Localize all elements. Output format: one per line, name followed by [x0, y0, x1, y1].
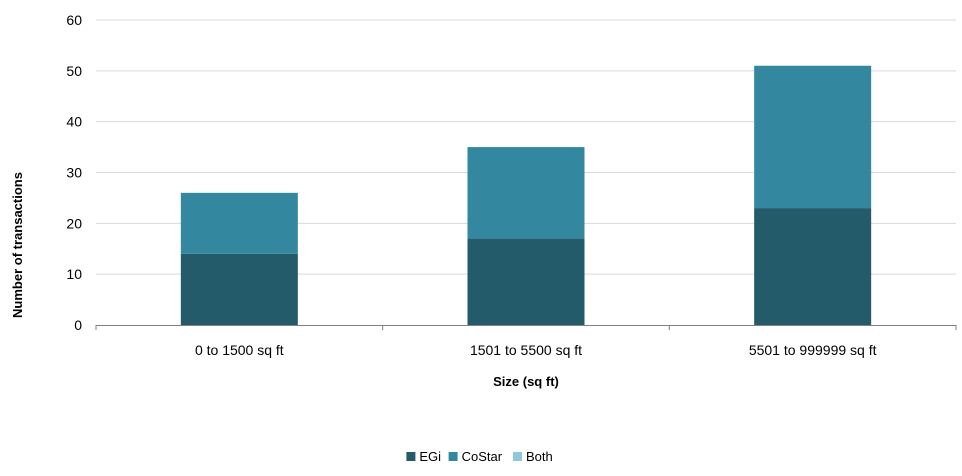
bar-segment-egi	[467, 238, 585, 325]
y-tick-label: 40	[66, 114, 82, 130]
x-tick-label: 1501 to 5500 sq ft	[470, 342, 582, 358]
y-tick-label: 60	[66, 12, 82, 28]
legend-item-costar: CoStar	[448, 449, 503, 464]
y-axis-title: Number of transactions	[10, 172, 25, 318]
axes	[95, 325, 957, 330]
bar-segment-egi	[754, 208, 872, 325]
bar-segment-egi	[180, 253, 298, 325]
legend-label: Both	[526, 449, 553, 464]
x-tick-label: 0 to 1500 sq ft	[195, 342, 284, 358]
legend-item-both: Both	[513, 449, 553, 464]
y-tick-label: 20	[66, 215, 82, 231]
y-tick-labels: 0 10 20 30 40 50 60	[66, 12, 82, 333]
bar-segment-costar	[754, 65, 872, 209]
legend-label: CoStar	[462, 449, 503, 464]
x-tick-labels: 0 to 1500 sq ft 1501 to 5500 sq ft 5501 to…	[195, 342, 877, 358]
legend: EGi CoStar Both	[406, 449, 553, 464]
legend-swatch	[448, 452, 458, 461]
bars	[180, 65, 872, 325]
x-tick-label: 5501 to 999999 sq ft	[749, 342, 877, 358]
y-tick-label: 30	[66, 165, 82, 181]
legend-label: EGi	[419, 449, 441, 464]
y-tick-label: 0	[74, 317, 82, 333]
bar-segment-costar	[467, 147, 585, 239]
legend-swatch	[513, 452, 522, 461]
y-tick-label: 50	[66, 63, 82, 79]
legend-item-egi: EGi	[406, 449, 441, 464]
x-axis-title: Size (sq ft)	[493, 374, 559, 389]
legend-swatch	[406, 452, 416, 461]
bar-segment-costar	[180, 192, 298, 254]
y-tick-label: 10	[66, 266, 82, 282]
